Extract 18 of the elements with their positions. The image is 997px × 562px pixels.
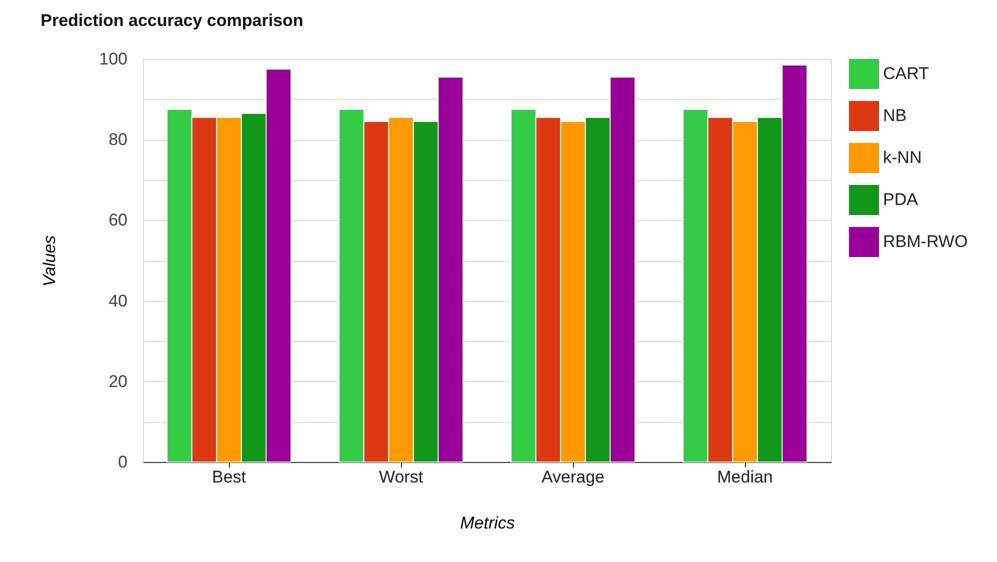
y-tick-label: 60 — [108, 210, 128, 230]
x-tick-label: Best — [212, 468, 246, 486]
y-tick-label: 80 — [108, 130, 128, 150]
legend-label: k-NN — [883, 148, 922, 167]
chart-title: Prediction accuracy comparison — [40, 11, 304, 30]
y-tick-label: 0 — [118, 452, 128, 472]
x-tick-label: Median — [717, 468, 773, 486]
legend-label: RBM-RWO — [883, 232, 968, 251]
legend-label: NB — [883, 106, 907, 125]
x-tick-label: Worst — [378, 468, 424, 486]
y-tick-label: 40 — [108, 291, 128, 310]
x-tick-label: Average — [541, 468, 605, 486]
y-tick-label: 100 — [99, 50, 128, 68]
legend-label: CART — [883, 64, 929, 83]
y-tick-label: 20 — [108, 372, 128, 391]
x-axis-title: Metrics — [460, 514, 516, 532]
y-axis-title: Values — [40, 234, 60, 287]
legend-label: PDA — [883, 190, 919, 209]
